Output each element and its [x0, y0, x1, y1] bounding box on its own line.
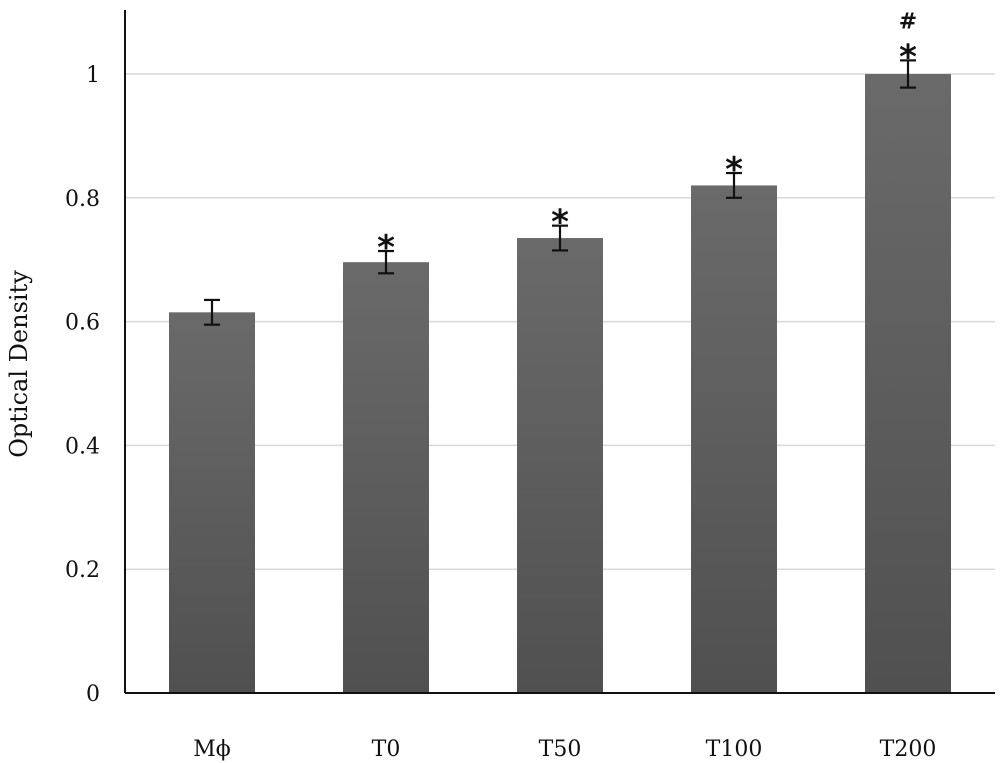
- error-bar-3: [726, 171, 742, 199]
- y-tick-label: 1: [86, 63, 100, 88]
- y-tick-label: 0.6: [65, 311, 100, 336]
- significance-asterisk: *: [899, 37, 917, 77]
- bar-2: [517, 238, 603, 693]
- significance-asterisk: *: [551, 203, 569, 243]
- bars: [169, 59, 951, 694]
- significance-asterisk: *: [377, 228, 395, 268]
- x-tick-label: T0: [372, 737, 401, 762]
- error-bar-1: [378, 249, 394, 275]
- y-tick-label: 0.4: [65, 434, 100, 459]
- significance-hash: #: [899, 9, 917, 34]
- x-tick-label: T100: [706, 737, 763, 762]
- bar-1: [343, 262, 429, 693]
- x-tick-label: Mϕ: [193, 737, 231, 762]
- y-axis-title: Optical Density: [5, 270, 33, 458]
- x-tick-label: T50: [539, 737, 582, 762]
- bar-3: [691, 185, 777, 694]
- y-tick-label: 0.8: [65, 187, 100, 212]
- error-bar-2: [552, 224, 568, 252]
- axes: [124, 10, 995, 694]
- error-bar-0: [204, 298, 220, 326]
- y-tick-label: 0.2: [65, 558, 100, 583]
- bar-0: [169, 312, 255, 693]
- labels: 0 0.2 0.4 0.6 0.8 1 Mϕ T0 * T50 * T100 * T200 * #: [65, 9, 936, 762]
- x-tick-label: T200: [880, 737, 937, 762]
- y-tick-label: 0: [86, 682, 100, 707]
- bar-4: [865, 74, 951, 693]
- significance-asterisk: *: [725, 150, 743, 190]
- error-bar-4: [900, 59, 916, 89]
